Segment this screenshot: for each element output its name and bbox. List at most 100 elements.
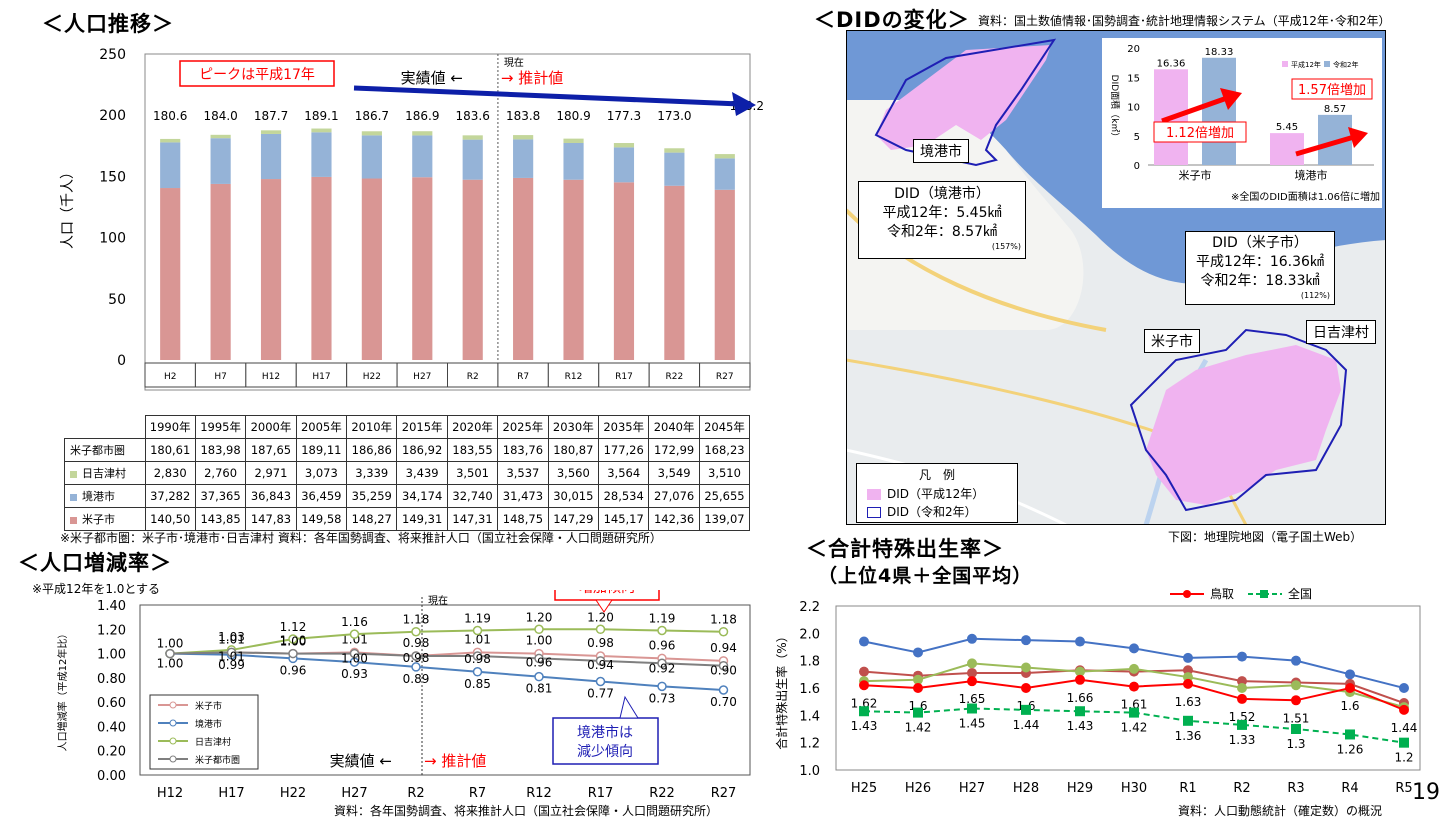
data-point xyxy=(1021,662,1031,673)
legend-marker xyxy=(1183,590,1191,598)
data-label: 1.20 xyxy=(587,610,614,624)
bar-segment xyxy=(664,185,685,360)
map-label-yonago: 米子市 xyxy=(1144,329,1200,353)
data-label: 0.89 xyxy=(403,672,430,686)
table-year-cell: 2040年 xyxy=(648,415,700,439)
legend-swatch xyxy=(70,516,77,524)
table-cell: 32,740 xyxy=(446,484,499,508)
data-point xyxy=(967,667,977,678)
data-point xyxy=(1129,643,1139,654)
table-year-cell: 2035年 xyxy=(598,415,650,439)
y-tick-label: 0.60 xyxy=(97,696,126,711)
data-point xyxy=(165,648,175,659)
data-point xyxy=(1183,715,1193,726)
yonago-arrow xyxy=(1161,95,1228,124)
legend-marker xyxy=(169,737,177,745)
x-tick-label: H22 xyxy=(280,786,306,801)
bar-segment xyxy=(664,148,685,153)
x-tick-label: R7 xyxy=(469,786,486,801)
bar-segment xyxy=(160,142,181,189)
forecast-label: → 推計値 xyxy=(424,752,486,770)
table-cell: 183,55 xyxy=(446,438,499,462)
bar-total-label: 184.0 xyxy=(203,109,237,123)
legend-label: 米子都市圏 xyxy=(195,754,240,766)
table-year-cell: 2020年 xyxy=(446,415,499,439)
data-point xyxy=(1237,693,1247,704)
hiezu-callout-line2: 増加傾向 xyxy=(579,590,635,596)
map-legend-title: 凡 例 xyxy=(918,468,955,482)
data-point xyxy=(1075,666,1085,677)
legend-swatch xyxy=(70,493,77,501)
x-tick-label: H7 xyxy=(214,372,227,382)
inset-legend-a: 平成12年 xyxy=(1291,60,1321,69)
table-cell: 3,549 xyxy=(648,461,700,485)
category-cell xyxy=(194,362,247,388)
category-cell xyxy=(547,362,600,388)
bar-segment xyxy=(361,131,382,136)
table-row: 米子都市圏 180,61 183,98 187,65 189,11 186,86 186,9… xyxy=(64,438,751,462)
sakai-callout-box xyxy=(552,717,659,765)
bar-segment xyxy=(664,152,685,186)
data-point xyxy=(718,660,729,671)
x-tick-label: R22 xyxy=(666,372,684,382)
sakai-arrow-head xyxy=(1348,127,1368,148)
data-point xyxy=(1237,651,1247,662)
y-tick-label: 1.40 xyxy=(97,599,126,614)
data-point xyxy=(1345,729,1355,740)
pop-note: ※米子都市圏：米子市･境港市･日吉津村 資料：各年国勢調査、将来推計人口（国立社… xyxy=(60,531,662,545)
data-label: 1.33 xyxy=(1229,733,1256,747)
table-year-cell: 2025年 xyxy=(497,415,549,439)
y-tick-label: 0.80 xyxy=(97,672,126,687)
table-cell: 147,29 xyxy=(547,507,600,531)
data-label: 1.42 xyxy=(905,721,932,735)
inset-x-label: 境港市 xyxy=(1295,168,1328,182)
y-tick-label: 1.20 xyxy=(97,623,126,638)
table-year-cell: 1995年 xyxy=(194,415,247,439)
legend-marker xyxy=(169,755,177,763)
bar-segment xyxy=(412,135,433,178)
data-label: 1.43 xyxy=(851,719,878,733)
data-label: 0.98 xyxy=(464,652,491,666)
y-tick-label: 1.6 xyxy=(799,682,820,697)
x-tick-label: R27 xyxy=(716,372,734,382)
table-cell: 25,655 xyxy=(698,484,751,508)
did-sakai-box-h12: 平成12年：5.45㎢ xyxy=(882,205,1002,221)
x-tick-label: H29 xyxy=(1067,781,1093,796)
table-row-label: 境港市 xyxy=(64,484,146,508)
data-label: 1.01 xyxy=(218,649,245,663)
page-number: 19 xyxy=(1412,780,1440,805)
bar-segment xyxy=(412,177,433,360)
table-cell: 3,339 xyxy=(346,461,398,485)
bar-segment xyxy=(210,183,231,360)
legend-box xyxy=(149,694,259,770)
bar-segment xyxy=(311,176,332,360)
sakai-up-box xyxy=(1291,78,1373,100)
data-label: 1.43 xyxy=(1067,719,1094,733)
data-point xyxy=(411,651,421,661)
data-point xyxy=(595,656,606,666)
data-point xyxy=(859,636,869,647)
x-tick-label: H27 xyxy=(413,372,431,382)
legend-label: 沖縄 xyxy=(1210,580,1234,581)
table-cell: 36,843 xyxy=(245,484,297,508)
data-label: 0.70 xyxy=(710,695,737,709)
data-point xyxy=(657,681,667,692)
data-label: 1.19 xyxy=(464,612,491,626)
data-label: 0.94 xyxy=(587,658,614,672)
table-cell: 35,259 xyxy=(346,484,398,508)
did-title: ＜DIDの変化＞ xyxy=(814,8,970,32)
y-tick-label: 200 xyxy=(99,108,126,124)
bar-total-label: 186.7 xyxy=(355,109,389,123)
y-tick-label: 50 xyxy=(108,292,126,308)
data-point xyxy=(1075,636,1085,647)
table-cell: 140,50 xyxy=(144,507,196,531)
bar-segment xyxy=(714,154,735,159)
data-label: 1.01 xyxy=(464,632,491,646)
table-cell: 2,971 xyxy=(245,461,297,485)
map-label-sakai: 境港市 xyxy=(913,139,969,163)
data-label: 1.00 xyxy=(157,657,184,671)
yonago-up-box xyxy=(1153,121,1247,143)
data-point xyxy=(1183,652,1193,663)
table-row-label: 米子都市圏 xyxy=(64,438,146,462)
x-tick-label: H17 xyxy=(312,372,330,382)
